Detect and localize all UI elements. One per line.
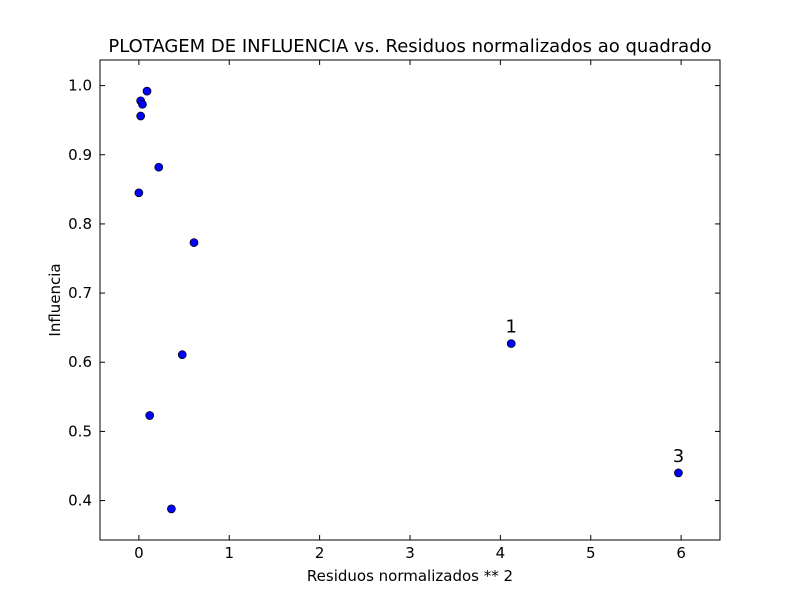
point-annotations: 13: [505, 317, 684, 467]
data-point: [177, 350, 187, 359]
data-point: [142, 86, 152, 96]
x-tick-label: 1: [224, 544, 234, 562]
x-tick-label: 2: [315, 544, 325, 562]
data-points: [134, 86, 683, 514]
point-annotation: 1: [505, 317, 516, 338]
data-point: [167, 504, 176, 514]
x-tick-label: 0: [134, 544, 144, 562]
data-point: [136, 111, 146, 121]
x-tick-label: 4: [496, 544, 506, 562]
x-tick-label: 3: [405, 544, 415, 562]
y-tick-label: 0.5: [68, 422, 92, 440]
y-axis-title: Influencia: [46, 263, 64, 336]
data-point: [138, 99, 147, 109]
y-tick-label: 0.8: [68, 215, 92, 233]
axis-ticks: 0 1 2 3 4 5 6 0.4 0.5 0.6 0.7 0.8 0.9 1.0: [68, 60, 720, 562]
x-tick-label: 6: [676, 544, 686, 562]
point-annotation: 3: [673, 446, 684, 467]
y-tick-label: 0.4: [68, 492, 92, 510]
data-point: [189, 238, 199, 247]
y-tick-label: 0.6: [68, 353, 92, 371]
data-point: [145, 411, 155, 420]
data-point: [506, 339, 516, 348]
y-tick-label: 0.7: [68, 284, 92, 302]
y-tick-label: 0.9: [68, 146, 92, 164]
y-tick-label: 1.0: [68, 77, 92, 95]
chart-title: PLOTAGEM DE INFLUENCIA vs. Residuos norm…: [108, 36, 711, 57]
x-tick-label: 5: [586, 544, 596, 562]
plot-area: 0 1 2 3 4 5 60.40.50.60.70.80.91.0 13: [68, 59, 721, 562]
data-point: [154, 162, 164, 172]
data-point: [674, 468, 683, 478]
x-axis-title: Residuos normalizados ** 2: [307, 567, 513, 585]
data-point: [134, 188, 144, 198]
